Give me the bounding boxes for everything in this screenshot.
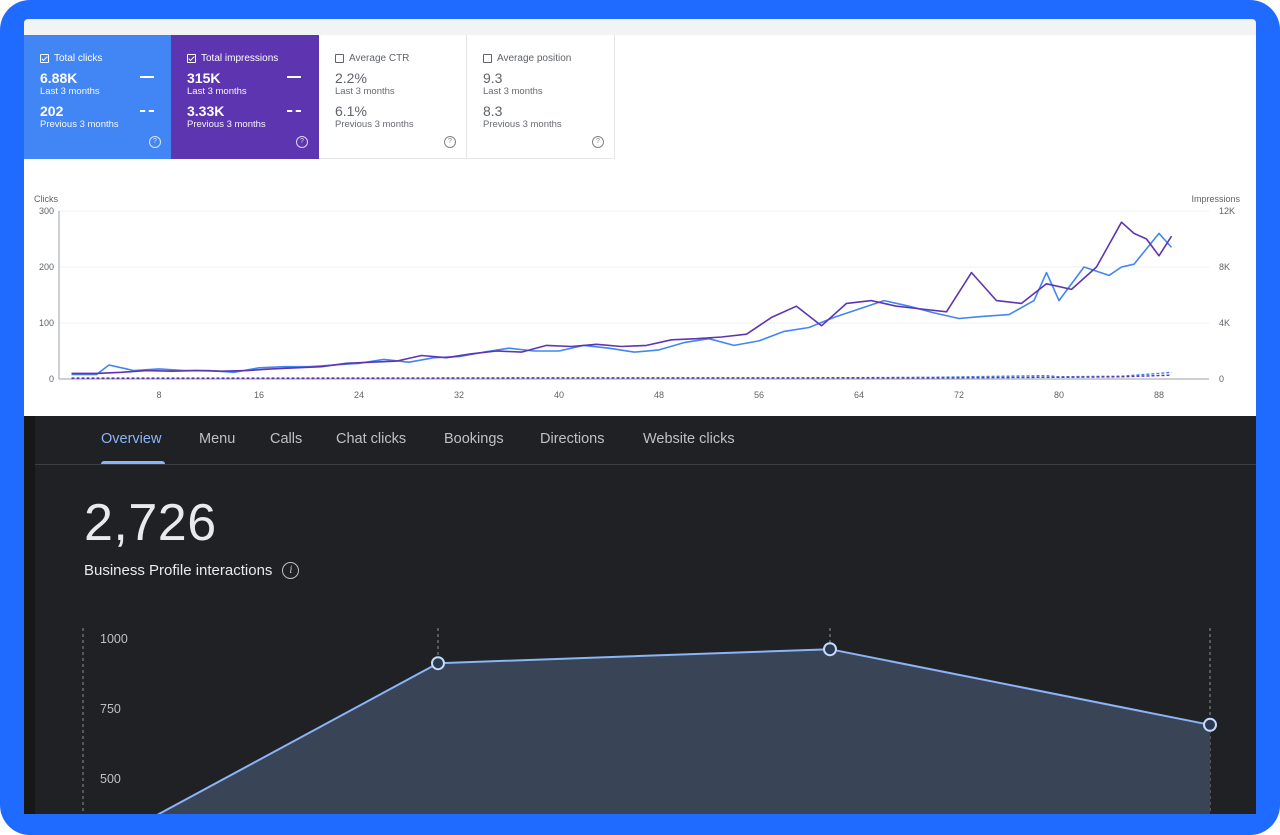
- y-tick-label: 750: [100, 702, 121, 716]
- help-icon[interactable]: ?: [149, 136, 161, 148]
- business-profile-panel: Overview Menu Calls Chat clicks Bookings…: [24, 416, 1256, 814]
- help-icon[interactable]: ?: [444, 136, 456, 148]
- interactions-label-text: Business Profile interactions: [84, 562, 273, 579]
- metric-previous-period: Previous 3 months: [187, 119, 266, 130]
- metric-previous-period: Previous 3 months: [335, 119, 414, 130]
- metric-current-period: Last 3 months: [483, 86, 543, 97]
- tab-website-clicks[interactable]: Website clicks: [643, 431, 735, 447]
- tab-calls[interactable]: Calls: [270, 431, 303, 447]
- y-tick-label: 500: [100, 772, 121, 786]
- y2-tick-label: 8K: [1219, 262, 1230, 272]
- x-tick-label: 64: [854, 390, 864, 400]
- area-line: [156, 648, 1211, 814]
- metric-total-impressions[interactable]: Total impressions 315K Last 3 months 3.3…: [171, 35, 319, 159]
- x-tick-label: 32: [454, 390, 464, 400]
- y2-tick-label: 12K: [1219, 206, 1235, 216]
- metric-total-clicks[interactable]: Total clicks 6.88K Last 3 months 202 Pre…: [24, 35, 172, 159]
- tab-bookings[interactable]: Bookings: [444, 431, 504, 447]
- metric-previous-value: 6.1%: [335, 103, 367, 119]
- data-point: [431, 656, 445, 671]
- active-tab-indicator: [101, 461, 165, 464]
- metric-label: Total impressions: [201, 52, 279, 64]
- performance-line-chart: Clicks Impressions 0 0 100 4K 200 8K 300 12K 8 16 24…: [34, 194, 1241, 400]
- x-tick-label: 40: [554, 390, 564, 400]
- tab-bar: Overview Menu Calls Chat clicks Bookings…: [35, 416, 1256, 465]
- x-tick-label: 88: [1154, 390, 1164, 400]
- interactions-area-chart: 1000750500250: [82, 628, 1217, 814]
- metric-current-value: 2.2%: [335, 70, 367, 86]
- area-fill: [158, 649, 1210, 814]
- x-tick-label: 48: [654, 390, 664, 400]
- dashed-line-legend-icon: [287, 110, 301, 112]
- metric-average-position[interactable]: Average position 9.3 Last 3 months 8.3 P…: [467, 35, 615, 159]
- checkbox-checked-icon[interactable]: [187, 53, 196, 63]
- series-line-impressions_current: [71, 221, 1173, 375]
- metric-previous-value: 3.33K: [187, 103, 225, 119]
- help-icon[interactable]: ?: [296, 136, 308, 148]
- metric-previous-value: 8.3: [483, 103, 503, 119]
- metric-previous-period: Previous 3 months: [40, 119, 119, 130]
- metric-current-value: 315K: [187, 70, 221, 86]
- checkbox-unchecked-icon[interactable]: [335, 53, 344, 63]
- metric-label: Average CTR: [349, 52, 410, 64]
- x-tick-label: 16: [254, 390, 264, 400]
- total-interactions-value: 2,726: [84, 494, 217, 552]
- x-tick-label: 8: [156, 390, 161, 400]
- y-tick-label: 100: [39, 318, 54, 328]
- checkbox-checked-icon[interactable]: [40, 53, 49, 63]
- metric-current-period: Last 3 months: [335, 86, 395, 97]
- y-tick-label: 0: [49, 374, 54, 384]
- tab-chat-clicks[interactable]: Chat clicks: [336, 431, 407, 447]
- x-tick-label: 80: [1054, 390, 1064, 400]
- dashed-line-legend-icon: [140, 110, 154, 112]
- tab-directions[interactable]: Directions: [540, 431, 605, 447]
- metric-current-value: 9.3: [483, 70, 503, 86]
- metric-previous-value: 202: [40, 103, 64, 119]
- metric-label: Average position: [497, 52, 572, 64]
- tab-menu[interactable]: Menu: [199, 431, 236, 447]
- y-tick-label: 200: [39, 262, 54, 272]
- x-tick-label: 72: [954, 390, 964, 400]
- info-icon[interactable]: i: [282, 562, 300, 579]
- panel-edge: [24, 416, 35, 814]
- solid-line-legend-icon: [287, 76, 301, 78]
- series-line-impressions_previous: [71, 374, 1172, 380]
- performance-card: Total clicks 6.88K Last 3 months 202 Pre…: [24, 35, 1256, 416]
- series-line-clicks_current: [71, 232, 1173, 376]
- x-tick-label: 24: [354, 390, 364, 400]
- metric-previous-period: Previous 3 months: [483, 119, 562, 130]
- search-console-panel: Total clicks 6.88K Last 3 months 202 Pre…: [24, 19, 1256, 416]
- help-icon[interactable]: ?: [592, 136, 604, 148]
- tab-overview[interactable]: Overview: [101, 431, 162, 447]
- y2-axis-label: Impressions: [1191, 194, 1240, 204]
- y-tick-label: 300: [39, 206, 54, 216]
- metric-current-period: Last 3 months: [40, 86, 100, 97]
- data-point: [823, 642, 837, 657]
- metric-label: Total clicks: [54, 52, 103, 64]
- metric-current-period: Last 3 months: [187, 86, 247, 97]
- y-axis-label: Clicks: [34, 194, 58, 204]
- total-interactions-label: Business Profile interactions i: [84, 562, 300, 579]
- y-tick-label: 1000: [100, 632, 128, 646]
- metric-average-ctr[interactable]: Average CTR 2.2% Last 3 months 6.1% Prev…: [319, 35, 467, 159]
- checkbox-unchecked-icon[interactable]: [483, 53, 492, 63]
- x-tick-label: 56: [754, 390, 764, 400]
- solid-line-legend-icon: [140, 76, 154, 78]
- y2-tick-label: 4K: [1219, 318, 1230, 328]
- data-point: [1203, 717, 1217, 732]
- metric-current-value: 6.88K: [40, 70, 78, 86]
- y2-tick-label: 0: [1219, 374, 1224, 384]
